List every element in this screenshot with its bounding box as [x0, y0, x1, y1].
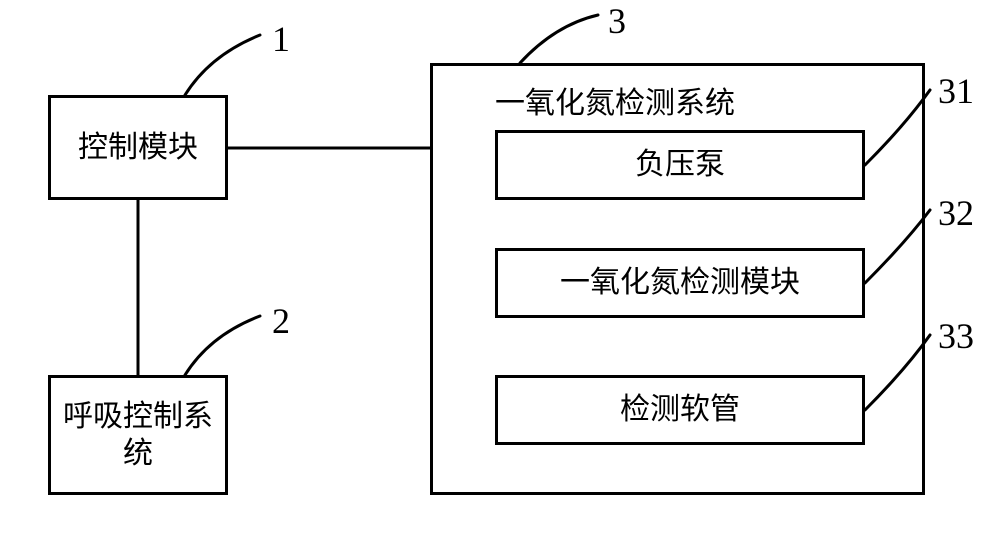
callout-32: 32 — [938, 192, 974, 234]
control-module-label: 控制模块 — [78, 129, 198, 167]
callout-31: 31 — [938, 70, 974, 112]
callout-3: 3 — [608, 0, 626, 42]
detect-module-box: 一氧化氮检测模块 — [495, 248, 865, 318]
breath-system-label: 呼吸控制系 统 — [63, 398, 213, 473]
detect-system-title: 一氧化氮检测系统 — [495, 78, 735, 122]
callout-1: 1 — [272, 18, 290, 60]
leader-2 — [185, 316, 260, 375]
hose-box: 检测软管 — [495, 375, 865, 445]
pump-box: 负压泵 — [495, 130, 865, 200]
breath-system-box: 呼吸控制系 统 — [48, 375, 228, 495]
pump-label: 负压泵 — [635, 146, 725, 184]
callout-2: 2 — [272, 300, 290, 342]
hose-label: 检测软管 — [620, 391, 740, 429]
detect-module-label: 一氧化氮检测模块 — [560, 264, 800, 302]
control-module-box: 控制模块 — [48, 95, 228, 200]
leader-3 — [520, 15, 598, 63]
callout-33: 33 — [938, 315, 974, 357]
leader-1 — [185, 35, 260, 95]
